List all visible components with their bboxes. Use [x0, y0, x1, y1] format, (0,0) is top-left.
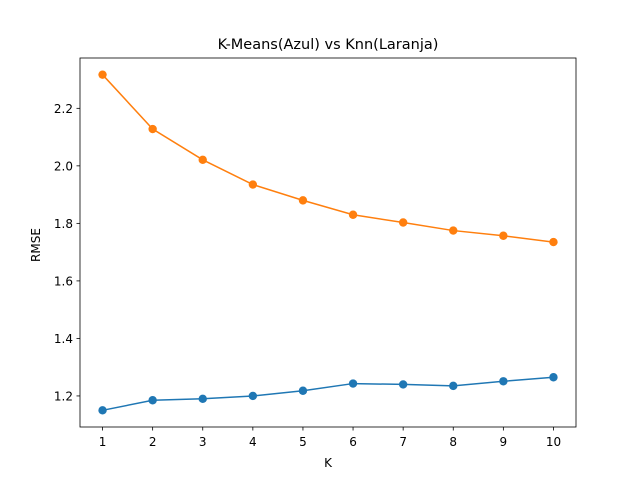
x-tick-label: 10 — [546, 435, 561, 449]
series-1-point — [148, 396, 157, 405]
plot-frame — [79, 57, 577, 428]
x-tick-label: 1 — [99, 435, 107, 449]
series-2-point — [298, 196, 308, 205]
series-1-point — [449, 381, 458, 391]
x-tick-label: 7 — [399, 435, 407, 449]
series-1-point — [298, 386, 308, 395]
x-tick-label: 8 — [449, 435, 457, 449]
x-tick-label: 2 — [149, 435, 157, 449]
x-tick-label: 3 — [199, 435, 207, 449]
series-2-point — [398, 218, 408, 227]
series-1-point — [98, 406, 107, 415]
series-2-point — [148, 124, 157, 134]
x-tick-label: 9 — [500, 435, 508, 449]
series-1-point — [398, 380, 408, 389]
series-2-point — [348, 210, 358, 219]
y-tick-label: 2.2 — [54, 102, 73, 116]
x-tick-label: 6 — [349, 435, 357, 449]
series-2-point — [549, 237, 558, 247]
y-tick-label: 1.8 — [54, 217, 73, 231]
series-2-line — [101, 74, 554, 243]
chart-title: K-Means(Azul) vs Knn(Laranja) — [218, 37, 439, 53]
y-tick-label: 1.4 — [54, 332, 73, 346]
series-2-point — [499, 231, 508, 240]
series-2-point — [449, 226, 458, 235]
y-tick-label: 1.2 — [54, 389, 73, 403]
series-1-point — [348, 379, 358, 388]
series-1-line — [102, 376, 554, 412]
series-1-point — [549, 373, 558, 382]
series-1-point — [499, 377, 508, 386]
series-1-point — [198, 394, 207, 404]
series-2-point — [98, 70, 107, 79]
y-tick-label: 1.6 — [54, 274, 73, 288]
y-axis-label: RMSE — [29, 228, 43, 262]
y-tick-label: 2.0 — [54, 159, 73, 173]
x-tick-label: 5 — [299, 435, 307, 449]
plot-area: 1 2 3 4 5 6 7 8 9 10 1.2 1.4 1.6 1.8 2.0 2.2 — [54, 57, 577, 449]
series-2-point — [248, 180, 258, 189]
x-axis-label: K — [324, 456, 333, 470]
series-2-point — [198, 155, 207, 165]
series-1-point — [248, 391, 258, 401]
x-tick-label: 4 — [249, 435, 257, 449]
